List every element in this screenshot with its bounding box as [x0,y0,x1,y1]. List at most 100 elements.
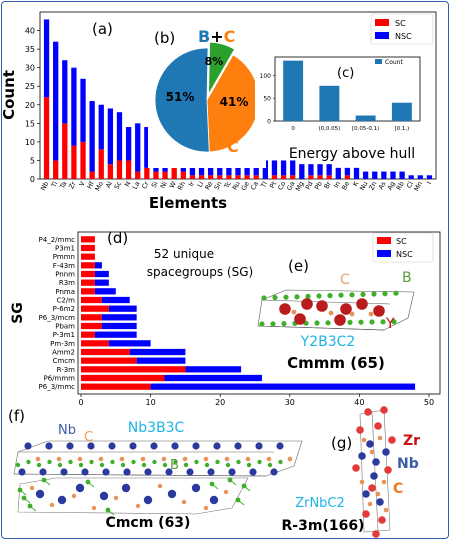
a-xtick-label: As [377,180,388,191]
a-bar-sc [116,160,123,179]
e-atom-b [327,293,333,299]
a-bar-nsc [62,60,68,124]
d-ytick-label: Amm2 [52,349,75,357]
a-bar-sc [244,175,250,179]
a-bar-nsc [290,160,296,176]
f-atom-nb [171,442,179,450]
panel-e-crystal [257,289,415,331]
d-ytick-label: R-3m [57,366,76,374]
panel-g-atom-nb-label: Nb [397,456,419,472]
a-bar-nsc [381,171,387,179]
a-bar-sc [271,175,278,179]
a-xtick-label: Tl [259,180,269,190]
panel-f-spacegroup: Cmcm (63) [106,515,191,531]
pie-slice-b-plus-c [208,41,236,95]
d-bar-sc [81,253,95,260]
a-xtick-label: Ca [249,180,260,191]
f-atom-nb [39,468,47,476]
a-bar-sc [280,175,287,179]
e-atom-b [391,319,397,325]
f-bond-b [87,481,95,488]
a-bar-sc [53,160,59,179]
d-bar-sc [81,262,95,269]
f-atom-c [71,493,77,499]
g-atom-zr [362,510,370,518]
d-xtick-label: 0 [78,398,83,407]
a-xtick-label: Co [276,180,287,191]
e-atom-b [358,319,364,325]
a-bar-nsc [116,112,123,161]
g-atom-zr [372,530,380,538]
e-atom-c [368,311,374,317]
f-atom-c [135,503,141,509]
d-ytick-label: P4_2/mmc [39,236,76,244]
panel-g-spacegroup: R-3m(166) [282,518,365,534]
a-bar-nsc [71,67,77,146]
d-xtick-label: 30 [285,398,295,407]
f-atom-c [161,456,167,462]
f-atom-nb [209,495,219,505]
e-atom-y [294,313,306,325]
pie-label-bc-b: B [198,27,210,46]
f-atom-c [245,456,251,462]
a-bar-sc [198,175,205,179]
a-bar-nsc [271,160,278,176]
e-atom-y [373,305,385,317]
a-xtick-label: Si [150,180,160,189]
a-bar-sc [317,175,323,179]
f-atom-nb [234,442,242,450]
a-bar-sc [344,175,351,179]
a-bar-sc [98,149,104,179]
f-atom-b [141,462,147,468]
c-ytick-label: 100 [260,73,272,80]
a-bar-sc [62,123,68,179]
d-ytick-label: Cmcm [53,357,76,365]
legend-d-nsc-label: NSC [396,250,413,259]
e-atom-b [360,291,366,297]
e-atom-b [347,319,353,325]
a-xtick-label: Mo [93,180,105,192]
panel-a-xlabel: Elements [149,194,227,212]
e-atom-b [261,295,267,301]
f-atom-b [26,459,31,465]
f-atom-b [278,459,283,465]
e-atom-b [338,292,344,298]
g-atom-c [361,437,367,443]
d-bar-nsc [101,296,130,304]
d-bar-nsc [94,279,109,286]
d-bar-sc [81,270,95,278]
panel-c-xlabel: Energy above hull [289,146,415,162]
a-bar-sc [226,175,232,179]
a-xtick-label: Zr [67,180,78,190]
panel-e-structure-y2b3c2: (e) C B Y Y2B3C2 Cmmm (65) [257,257,415,372]
d-bar-sc [81,383,151,390]
f-atom-b [131,459,136,465]
d-bar-sc [81,314,102,321]
panel-f-formula: Nb3B3C [128,420,185,436]
panel-e-label: (e) [288,257,309,275]
a-xtick-label: Br [323,180,334,190]
a-xtick-label: In [332,180,342,189]
d-bar-nsc [150,383,416,390]
d-ytick-label: F-43m [53,262,75,270]
f-cell-edge [13,473,267,477]
panel-a-legend: SC NSC [370,13,434,45]
f-atom-b [110,459,115,465]
g-cell-edge [371,411,379,532]
f-atom-c [113,495,119,501]
d-bar-nsc [136,357,186,364]
f-atom-nb [228,468,236,476]
panel-b-pie: (b) B C B+C 51% 41% 8% [148,18,266,168]
a-xtick-label: Be [340,180,351,191]
e-atom-y [356,298,368,310]
a-xtick-label: Hf [85,180,96,191]
f-atom-b [57,462,63,468]
a-bar-sc [180,171,186,179]
panel-g-label: (g) [331,434,352,452]
a-bar-sc [107,164,114,179]
f-atom-b [194,459,199,465]
a-bar-sc [208,175,214,179]
f-atom-b [225,462,231,468]
a-bar-sc [217,175,223,179]
e-atom-b [316,293,322,299]
